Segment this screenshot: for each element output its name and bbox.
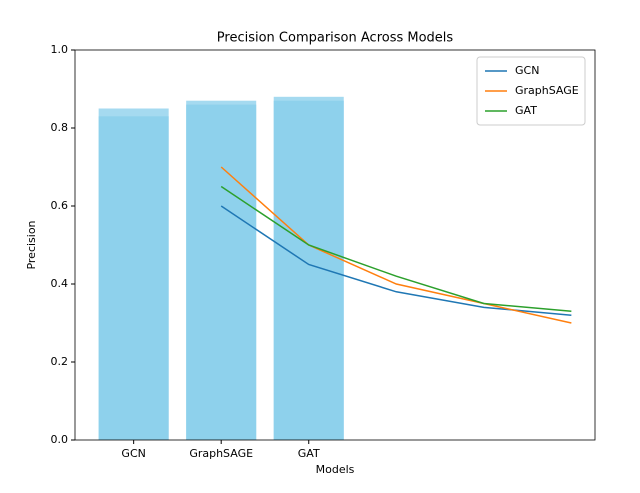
bar bbox=[98, 116, 169, 441]
axes-frame bbox=[74, 49, 596, 441]
y-tick-label: 0.2 bbox=[51, 355, 69, 368]
bar bbox=[273, 100, 344, 440]
line bbox=[220, 166, 572, 324]
y-tick-label: 0.4 bbox=[51, 277, 69, 290]
y-tick-label: 0.8 bbox=[51, 121, 69, 134]
y-tick-label: 0.0 bbox=[51, 433, 69, 446]
y-tick-label: 1.0 bbox=[51, 43, 69, 56]
y-tick-label: 0.6 bbox=[51, 199, 69, 212]
legend-label: GraphSAGE bbox=[515, 84, 579, 97]
line bbox=[220, 185, 572, 313]
x-axis-label: Models bbox=[316, 463, 355, 476]
legend-box bbox=[476, 56, 586, 126]
x-tick-label: GraphSAGE bbox=[189, 447, 253, 460]
x-tick-label: GAT bbox=[298, 447, 320, 460]
chart-title: Precision Comparison Across Models bbox=[217, 31, 454, 46]
y-axis-label: Precision bbox=[25, 220, 38, 269]
x-tick-label: GCN bbox=[121, 447, 145, 460]
legend-label: GAT bbox=[515, 104, 537, 117]
bar bbox=[186, 104, 257, 440]
legend-label: GCN bbox=[515, 64, 539, 77]
